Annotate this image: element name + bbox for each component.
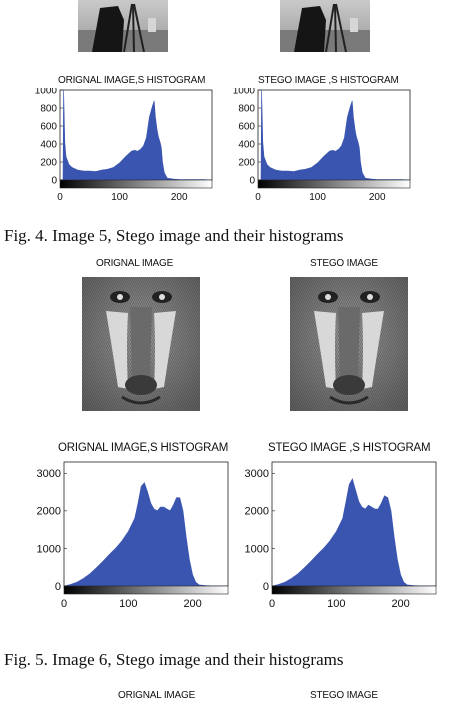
y-tick-label: 1000 bbox=[37, 543, 61, 555]
histogram-area bbox=[63, 482, 228, 587]
fig4-caption: Fig. 4. Image 5, Stego image and their h… bbox=[4, 226, 344, 245]
x-tick-label: 0 bbox=[255, 192, 261, 203]
fig5-original-histogram-title: ORIGNAL IMAGE,S HISTOGRAM bbox=[58, 442, 229, 454]
baboon-original-image bbox=[82, 277, 200, 411]
x-tick-label: 200 bbox=[171, 192, 188, 203]
fig4-original-histogram-title: ORIGNAL IMAGE,S HISTOGRAM bbox=[58, 75, 206, 86]
y-tick-label: 3000 bbox=[37, 468, 61, 480]
fig5-stego-histogram-title: STEGO IMAGE ,S HISTOGRAM bbox=[268, 442, 431, 454]
x-tick-label: 100 bbox=[309, 192, 326, 203]
y-tick-label: 1000 bbox=[233, 88, 256, 97]
y-tick-label: 600 bbox=[40, 122, 57, 133]
fig5-original-histogram: 0 1000 2000 3000 0 100 200 bbox=[37, 461, 229, 610]
grayscale-colorbar bbox=[271, 585, 437, 595]
x-tick-label: 0 bbox=[269, 598, 275, 610]
fig5-stego-histogram: 0 1000 2000 3000 0 100 200 bbox=[245, 461, 437, 610]
y-tick-label: 200 bbox=[40, 158, 57, 169]
fig4-stego-histogram: 0 200 400 600 800 1000 0 100 200 bbox=[233, 88, 411, 203]
fig5-original-image-title: ORIGNAL IMAGE bbox=[96, 258, 174, 269]
x-tick-label: 100 bbox=[327, 598, 345, 610]
y-tick-label: 800 bbox=[40, 104, 57, 115]
y-tick-label: 200 bbox=[238, 158, 255, 169]
x-tick-label: 0 bbox=[57, 192, 63, 203]
y-tick-label: 2000 bbox=[245, 506, 269, 518]
y-tick-label: 0 bbox=[263, 581, 269, 593]
y-tick-label: 600 bbox=[238, 122, 255, 133]
y-tick-label: 3000 bbox=[245, 468, 269, 480]
grayscale-colorbar bbox=[59, 179, 213, 189]
grayscale-colorbar bbox=[63, 585, 229, 595]
y-tick-label: 400 bbox=[40, 140, 57, 151]
y-tick-label: 800 bbox=[238, 104, 255, 115]
histogram-area bbox=[60, 89, 213, 181]
x-tick-label: 200 bbox=[391, 598, 409, 610]
x-tick-label: 200 bbox=[369, 192, 386, 203]
x-tick-label: 200 bbox=[183, 598, 201, 610]
histogram-area bbox=[258, 89, 411, 181]
cameraman-original-image bbox=[78, 0, 168, 52]
cameraman-stego-image bbox=[280, 0, 370, 52]
baboon-stego-image bbox=[290, 277, 408, 411]
fig4-stego-histogram-title: STEGO IMAGE ,S HISTOGRAM bbox=[258, 75, 399, 86]
fig5-stego-image-title: STEGO IMAGE bbox=[310, 258, 378, 269]
histogram-area bbox=[271, 478, 436, 587]
y-tick-label: 0 bbox=[249, 176, 255, 187]
y-tick-label: 2000 bbox=[37, 506, 61, 518]
y-tick-label: 0 bbox=[51, 176, 57, 187]
y-tick-label: 0 bbox=[55, 581, 61, 593]
y-tick-label: 1000 bbox=[245, 543, 269, 555]
y-tick-label: 400 bbox=[238, 140, 255, 151]
x-tick-label: 0 bbox=[61, 598, 67, 610]
y-tick-label: 1000 bbox=[35, 88, 58, 97]
fig5-caption: Fig. 5. Image 6, Stego image and their h… bbox=[4, 650, 344, 669]
grayscale-colorbar bbox=[257, 179, 411, 189]
x-tick-label: 100 bbox=[111, 192, 128, 203]
x-tick-label: 100 bbox=[119, 598, 137, 610]
fig4-original-histogram: 0 200 400 600 800 1000 0 100 200 bbox=[35, 88, 213, 203]
